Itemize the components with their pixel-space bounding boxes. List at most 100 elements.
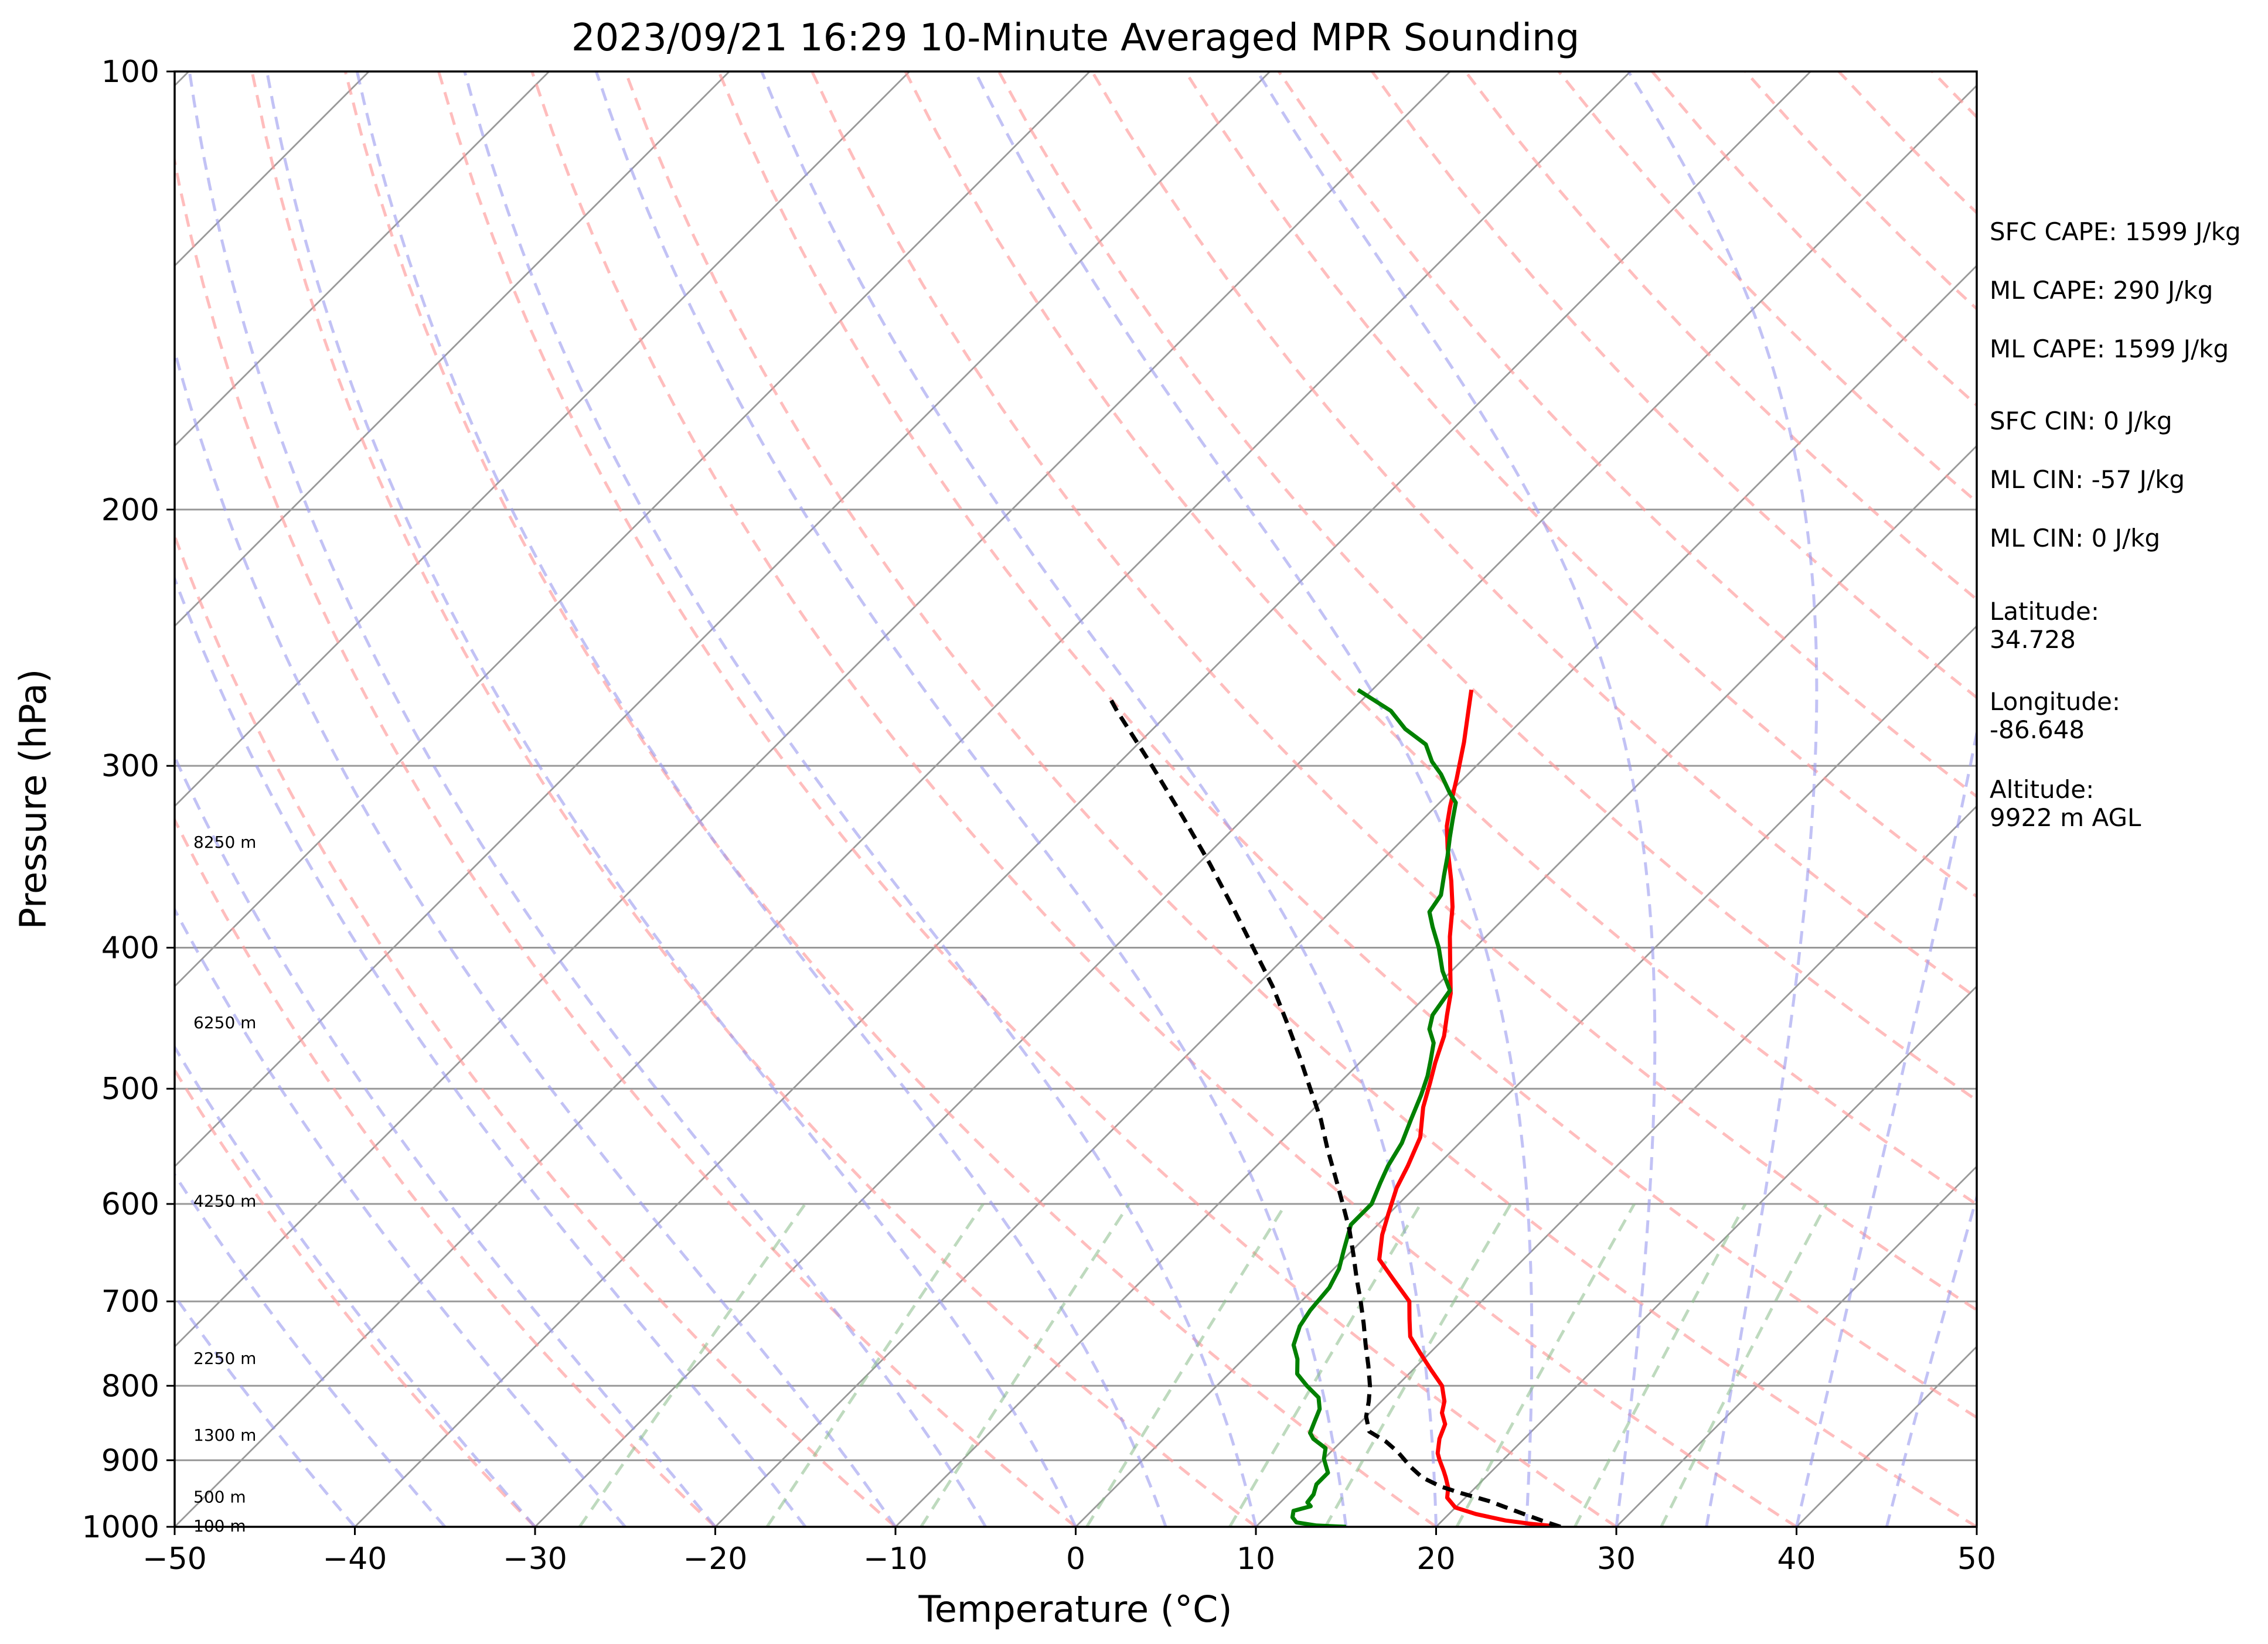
moist-adiabat — [265, 71, 1077, 1527]
stat-text: SFC CIN: 0 J/kg — [1990, 407, 2172, 435]
height-label: 6250 m — [193, 1013, 256, 1032]
x-tick-label: −10 — [863, 1541, 928, 1577]
moist-adiabat — [175, 1293, 356, 1527]
mixing-ratio-line — [1660, 1203, 1828, 1527]
x-tick-label: 10 — [1237, 1541, 1275, 1577]
mixing-ratio-line — [765, 1203, 985, 1527]
moist-adiabat — [175, 906, 626, 1527]
y-tick-label: 700 — [101, 1284, 159, 1319]
moist-adiabat — [973, 71, 1534, 1527]
dry-adiabat — [175, 154, 1077, 1527]
dry-adiabat — [175, 816, 717, 1527]
isotherm-line — [175, 71, 550, 447]
stat-text: Altitude: 9922 m AGL — [1990, 775, 2141, 832]
isotherm-line — [354, 71, 1811, 1527]
mixing-ratio-line — [1455, 1203, 1636, 1527]
dry-adiabat — [997, 71, 1977, 1103]
stat-text: ML CIN: 0 J/kg — [1990, 524, 2160, 552]
isotherm-line — [175, 71, 910, 807]
isotherm-line — [175, 71, 1091, 988]
height-label: 2250 m — [193, 1349, 256, 1368]
x-axis: −50 −40 −30 −20 −10 0 10 20 30 40 50 — [142, 1527, 1996, 1577]
height-label: 4250 m — [193, 1191, 256, 1210]
mixing-ratio-line — [578, 1203, 807, 1527]
mixing-ratio-line — [1085, 1203, 1288, 1527]
isotherm-line — [175, 71, 1271, 1168]
mixing-ratio-lines — [578, 1203, 1828, 1527]
isotherm-line — [175, 71, 1451, 1348]
dry-adiabat — [250, 71, 1257, 1527]
moist-adiabat — [595, 71, 1348, 1527]
isotherm-line — [1255, 805, 1977, 1527]
dry-adiabat — [1277, 71, 1977, 799]
moist-adiabat — [175, 753, 717, 1527]
mixing-ratio-line — [1574, 1203, 1747, 1527]
moist-adiabat — [175, 574, 807, 1527]
y-tick-label: 100 — [101, 54, 159, 90]
y-tick-label: 800 — [101, 1369, 159, 1404]
y-tick-label: 300 — [101, 749, 159, 784]
dry-adiabats — [175, 71, 1977, 1527]
moist-adiabat — [175, 1172, 447, 1527]
x-tick-label: −50 — [142, 1541, 207, 1577]
isotherm-line — [1616, 1165, 1977, 1527]
stat-text: Longitude: -86.648 — [1990, 687, 2120, 744]
moist-adiabat — [188, 71, 987, 1527]
dewpoint-trace — [1290, 688, 1458, 1527]
x-axis-label: Temperature (°C) — [918, 1588, 1232, 1631]
x-tick-label: 40 — [1777, 1541, 1816, 1577]
isotherm-line — [175, 71, 730, 627]
isotherm-line — [175, 71, 1631, 1527]
height-label: 8250 m — [193, 833, 256, 852]
isotherm-line — [1075, 625, 1977, 1527]
height-label: 500 m — [193, 1487, 246, 1506]
x-tick-label: 0 — [1066, 1541, 1085, 1577]
dry-adiabat — [1091, 71, 1977, 1000]
dry-adiabat — [811, 71, 1977, 1312]
isotherm-line — [895, 445, 1977, 1527]
stat-text: SFC CAPE: 1599 J/kg — [1990, 217, 2241, 246]
moist-adiabats — [175, 71, 1977, 1527]
mixing-ratio-line — [1324, 1203, 1513, 1527]
moist-adiabat — [355, 71, 1167, 1527]
height-label: 1300 m — [193, 1425, 256, 1445]
x-tick-label: −40 — [323, 1541, 387, 1577]
stat-text: ML CAPE: 1599 J/kg — [1990, 335, 2229, 363]
chart-title: 2023/09/21 16:29 10-Minute Averaged MPR … — [571, 16, 1579, 60]
mixing-ratio-line — [1228, 1203, 1422, 1527]
y-axis-label: Pressure (hPa) — [12, 669, 55, 930]
y-tick-label: 900 — [101, 1443, 159, 1478]
moist-adiabat — [1885, 1192, 1977, 1527]
dry-adiabat — [904, 71, 1977, 1206]
x-tick-label: −20 — [683, 1541, 748, 1577]
sounding-traces — [1108, 688, 1561, 1527]
x-tick-label: 50 — [1957, 1541, 1996, 1577]
moist-adiabat — [1627, 71, 1819, 1527]
stat-text: Latitude: 34.728 — [1990, 597, 2099, 654]
y-tick-label: 1000 — [82, 1510, 159, 1545]
dry-adiabat — [343, 71, 1437, 1527]
height-label: 100 m — [193, 1516, 246, 1536]
x-tick-label: −30 — [503, 1541, 567, 1577]
y-axis: 100 200 300 400 500 600 700 800 900 1000 — [82, 54, 175, 1545]
moist-adiabat — [463, 71, 1258, 1527]
x-tick-label: 30 — [1597, 1541, 1636, 1577]
dry-adiabat — [175, 531, 897, 1527]
dry-adiabat — [624, 71, 1977, 1527]
plot-area — [175, 71, 1977, 1527]
moist-adiabat — [760, 71, 1438, 1527]
parcel-trace — [1108, 698, 1561, 1527]
moist-adiabat — [175, 1044, 536, 1527]
isotherm-line — [1435, 985, 1977, 1527]
dry-adiabat — [530, 71, 1797, 1527]
y-tick-label: 500 — [101, 1072, 159, 1107]
x-tick-label: 20 — [1416, 1541, 1455, 1577]
mixing-ratio-line — [920, 1203, 1130, 1527]
isotherm-lines — [175, 71, 1977, 1527]
dry-adiabat — [1371, 71, 1977, 700]
y-tick-label: 600 — [101, 1187, 159, 1222]
y-tick-label: 400 — [101, 931, 159, 966]
moist-adiabat — [1795, 725, 1977, 1527]
